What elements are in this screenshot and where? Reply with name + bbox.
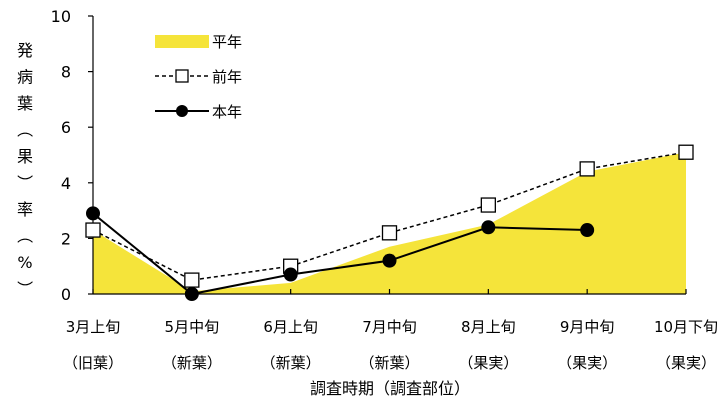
x-sub-label: （果実） [656, 354, 716, 372]
x-sub-label: （新葉） [162, 354, 222, 372]
marker-honnen [481, 220, 496, 235]
x-sub-label: （旧葉） [63, 354, 123, 372]
y-axis-title-char: 発 [17, 41, 33, 60]
y-tick-label: 0 [61, 285, 71, 304]
legend-swatch-heinen [155, 35, 209, 48]
y-tick-label: 10 [51, 7, 71, 26]
legend-label-heinen: 平年 [212, 33, 242, 51]
y-axis-title-char: （ [15, 227, 34, 243]
area-series-heinen [93, 152, 686, 294]
y-axis-title-char: （ [15, 121, 34, 137]
x-sub-label: （果実） [458, 354, 518, 372]
legend-label-zennen: 前年 [212, 68, 242, 86]
y-tick-label: 6 [61, 118, 71, 137]
x-tick-label: 5月中旬 [165, 318, 220, 336]
line-series-honnen [92, 212, 588, 296]
legend-label-honnen: 本年 [212, 103, 242, 121]
y-axis-title-char: % [17, 253, 32, 272]
x-tick-label: 7月中旬 [362, 318, 417, 336]
marker-honnen [580, 223, 595, 238]
legend-marker-honnen [176, 105, 188, 117]
legend-marker-zennen [175, 69, 189, 83]
marker-honnen [283, 267, 298, 282]
marker-zennen [184, 272, 200, 288]
marker-zennen [579, 161, 595, 177]
x-tick-label: 6月上旬 [263, 318, 318, 336]
marker-zennen [85, 222, 101, 238]
x-axis-title: 調査時期（調査部位） [310, 379, 470, 398]
x-tick-label: 9月中旬 [560, 318, 615, 336]
y-tick-label: 8 [61, 63, 71, 82]
x-sub-label: （果実） [557, 354, 617, 372]
x-sub-label: （新葉） [359, 354, 419, 372]
marker-zennen [381, 225, 398, 241]
y-tick-label: 4 [61, 174, 71, 193]
y-axis-title-char: 果 [17, 147, 33, 166]
label-layer: 3月上旬 5月中旬 6月上旬 7月中旬 8月上旬 9月中旬 10月下旬 （旧葉） （新葉） （新葉… [15, 41, 718, 398]
y-axis-title-char: ） [15, 174, 34, 190]
marker-honnen [184, 287, 199, 301]
y-tick-label: 2 [61, 229, 71, 248]
x-tick-label: 8月上旬 [461, 318, 516, 336]
y-axis-title-char: 病 [17, 68, 33, 87]
y-axis-title-char: 率 [17, 200, 33, 219]
marker-zennen [678, 144, 694, 160]
x-tick-label: 10月下旬 [654, 318, 718, 336]
line-layer [85, 144, 694, 301]
marker-zennen [480, 197, 496, 213]
y-axis-title-char: ） [15, 280, 34, 296]
marker-honnen [382, 253, 397, 268]
y-axis-title-char: 葉 [17, 94, 33, 113]
marker-honnen [86, 206, 100, 221]
x-tick-label: 3月上旬 [66, 318, 121, 336]
x-sub-label: （新葉） [261, 354, 321, 372]
area-layer [93, 152, 686, 294]
